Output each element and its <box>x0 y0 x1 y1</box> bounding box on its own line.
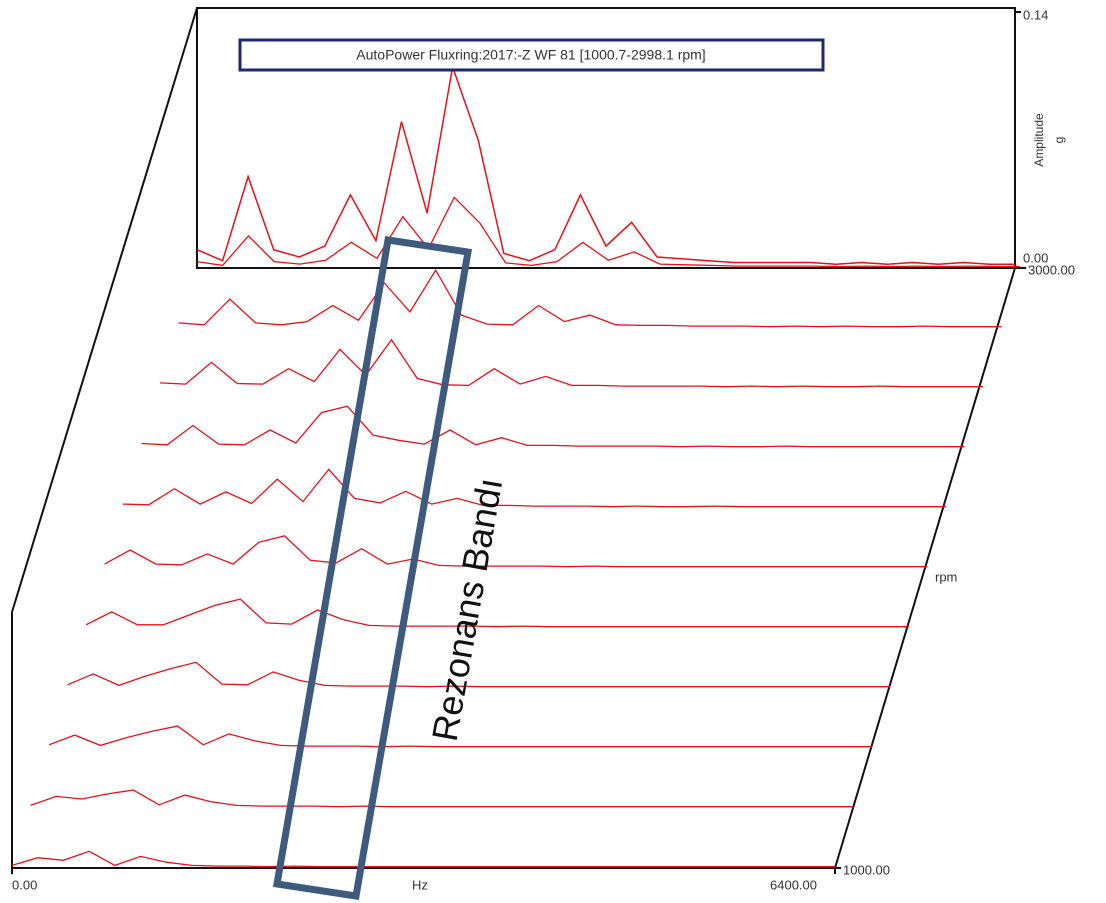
waterfall-trace <box>85 598 909 628</box>
traces <box>11 196 1020 868</box>
top-panel <box>196 7 1016 269</box>
waterfall-trace <box>48 725 872 748</box>
axes-frame <box>11 7 1016 869</box>
legend-text: AutoPower Fluxring:2017:-Z WF 81 [1000.7… <box>356 47 705 63</box>
waterfall-trace <box>196 196 1020 268</box>
legend-box <box>238 38 825 72</box>
z-axis <box>834 267 1016 869</box>
waterfall-trace <box>11 850 835 868</box>
z-axis-label: rpm <box>935 569 957 584</box>
y-unit: g <box>1052 137 1066 144</box>
waterfall-trace <box>104 535 928 568</box>
y-axis-label: Amplitude <box>1032 113 1046 167</box>
x-axis-label: Hz <box>412 877 428 892</box>
waterfall-trace <box>178 268 1002 328</box>
z-tick-label: 3000.00 <box>1028 262 1075 277</box>
top-spectrum-line <box>196 63 1015 266</box>
waterfall-trace <box>67 661 891 688</box>
top-spectrum <box>196 63 1015 266</box>
x-tick-label: 6400.00 <box>770 877 817 892</box>
y-tick-label: 0.00 <box>1023 250 1048 265</box>
waterfall-trace <box>141 405 965 448</box>
z-tick-label: 1000.00 <box>843 862 890 877</box>
y-tick-label: 0.14 <box>1023 7 1048 22</box>
waterfall-trace <box>122 468 946 508</box>
x-tick-label: 0.00 <box>12 877 37 892</box>
left-edge <box>11 7 198 613</box>
annotation: Rezonans Bandı <box>424 475 511 744</box>
waterfall-trace <box>30 789 854 808</box>
waterfall-trace <box>159 338 983 388</box>
resonance-band <box>272 236 473 900</box>
